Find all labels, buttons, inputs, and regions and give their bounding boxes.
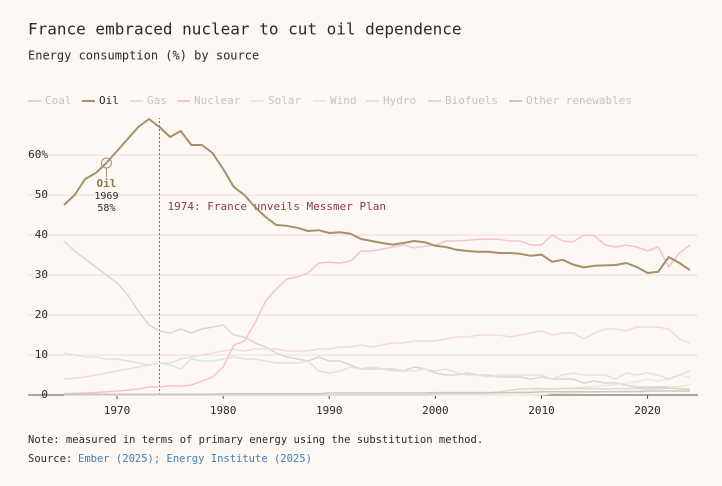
series-line <box>63 240 690 390</box>
legend-label: Oil <box>99 94 119 107</box>
y-tick-label: 50 <box>35 188 48 201</box>
y-tick-label: 40 <box>35 228 48 241</box>
legend-label: Biofuels <box>445 94 498 107</box>
series-line <box>64 387 691 396</box>
legend-label: Coal <box>45 94 72 107</box>
legend-label: Wind <box>330 94 357 107</box>
annotation-y: 58% <box>97 203 115 214</box>
x-tick-label: 2020 <box>634 404 661 417</box>
legend-label: Other renewables <box>526 94 632 107</box>
annotation-name: Oil <box>97 177 117 190</box>
series-line <box>63 326 691 380</box>
series-line <box>63 352 691 380</box>
x-tick-label: 1980 <box>210 404 237 417</box>
series-line <box>64 390 690 395</box>
series-line <box>63 234 691 395</box>
x-tick-label: 2010 <box>528 404 555 417</box>
legend-label: Gas <box>147 94 167 107</box>
chart-subtitle: Energy consumption (%) by source <box>28 49 259 63</box>
source[interactable]: Ember (2025); Energy Institute (2025) <box>78 453 312 465</box>
x-tick-label: 2000 <box>422 404 449 417</box>
chart-title: France embraced nuclear to cut oil depen… <box>28 20 461 39</box>
x-tick-label: 1990 <box>316 404 343 417</box>
note: Note: measured in terms of primary energ… <box>28 434 483 446</box>
legend-label: Hydro <box>383 94 416 107</box>
y-tick-label: 30 <box>35 268 48 281</box>
series-line <box>63 118 691 274</box>
legend-label: Solar <box>268 94 301 107</box>
annotation-x: 1969 <box>94 191 118 202</box>
y-tick-label: 60% <box>28 148 48 161</box>
y-tick-label: 10 <box>35 348 48 361</box>
y-tick-label: 20 <box>35 308 48 321</box>
x-tick-label: 1970 <box>104 404 131 417</box>
source-label: Source: <box>28 453 72 465</box>
legend-label: Nuclear <box>194 94 241 107</box>
event-label: 1974: France unveils Messmer Plan <box>167 200 386 213</box>
y-tick-label: 0 <box>41 388 48 401</box>
